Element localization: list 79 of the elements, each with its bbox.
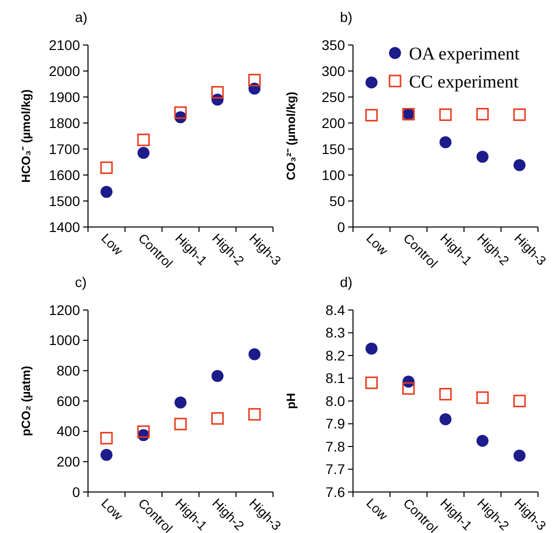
x-tick-label: Low [98,496,126,524]
y-axis-title: pCO₂ (µatm) [19,366,33,436]
point [366,342,378,355]
chart-title: d) [340,274,352,290]
y-tick-label: 150 [322,140,346,157]
point [440,136,452,148]
y-axis-title: pH [284,393,298,409]
point [248,74,261,86]
y-tick-label: 0 [337,218,346,235]
chart-title: b) [340,9,352,25]
y-tick-label: 2000 [48,62,80,79]
point [365,108,378,122]
y-tick-label: 1400 [48,218,80,235]
y-axis-title: HCO₃⁻ (µmol/kg) [19,89,33,183]
y-tick-label: 1600 [48,166,80,183]
point [211,412,224,425]
y-tick-label: 200 [322,114,346,131]
y-tick-label: 1700 [48,140,80,157]
y-tick-label: 7.8 [326,438,346,454]
point [366,76,378,88]
y-tick-label: 7.6 [326,484,346,500]
y-tick-label: 1800 [48,114,80,131]
y-tick-label: 2100 [48,36,80,53]
y-tick-label: 350 [322,36,346,53]
y-tick-label: 600 [56,392,80,409]
point [212,370,224,382]
y-tick-label: 800 [56,362,80,379]
y-tick-label: 1900 [48,88,80,105]
point [138,146,150,159]
y-tick-label: 300 [322,62,346,79]
point [476,434,488,447]
y-tick-label: 1500 [48,192,80,209]
point [100,432,113,444]
point [514,159,526,172]
x-tick-label: Low [363,230,392,258]
y-tick-label: 8.2 [326,347,346,364]
x-tick-label: Low [98,230,126,258]
point [402,382,415,395]
point [476,150,488,163]
point [514,450,526,462]
point [248,348,260,360]
point [174,396,186,409]
y-tick-label: 8.3 [326,324,346,341]
point [476,108,489,120]
point [439,388,452,400]
y-tick-label: 7.9 [326,416,346,432]
y-tick-label: 250 [322,88,346,105]
point [513,108,526,121]
point [513,394,526,408]
point [100,161,113,174]
y-tick-label: 50 [329,192,346,209]
point [476,391,489,404]
point [440,413,452,426]
y-tick-label: 1000 [48,332,80,348]
point [248,408,261,421]
point [365,376,378,390]
y-tick-label: 200 [56,454,80,470]
y-tick-label: 7.7 [326,461,346,478]
chart-title: a) [75,9,88,25]
x-tick-label: Low [363,496,392,524]
legend-label: OA experiment [409,43,520,64]
y-tick-label: 0 [72,484,80,500]
y-tick-label: 1200 [48,302,80,318]
chart-title: c) [75,274,87,290]
y-tick-label: 400 [56,423,80,440]
y-axis-title: CO₃²⁻ (µmol/kg) [284,92,298,180]
y-tick-label: 8.4 [326,302,346,318]
point [137,425,150,438]
point [174,106,187,119]
y-tick-label: 8.1 [326,370,346,386]
point [100,448,112,461]
y-tick-label: 8.0 [326,392,346,409]
legend-label: CC experiment [409,71,518,92]
point [439,108,452,121]
point [100,186,112,198]
y-tick-label: 100 [322,166,346,183]
point [174,418,187,430]
point [211,86,224,99]
point [137,134,150,146]
